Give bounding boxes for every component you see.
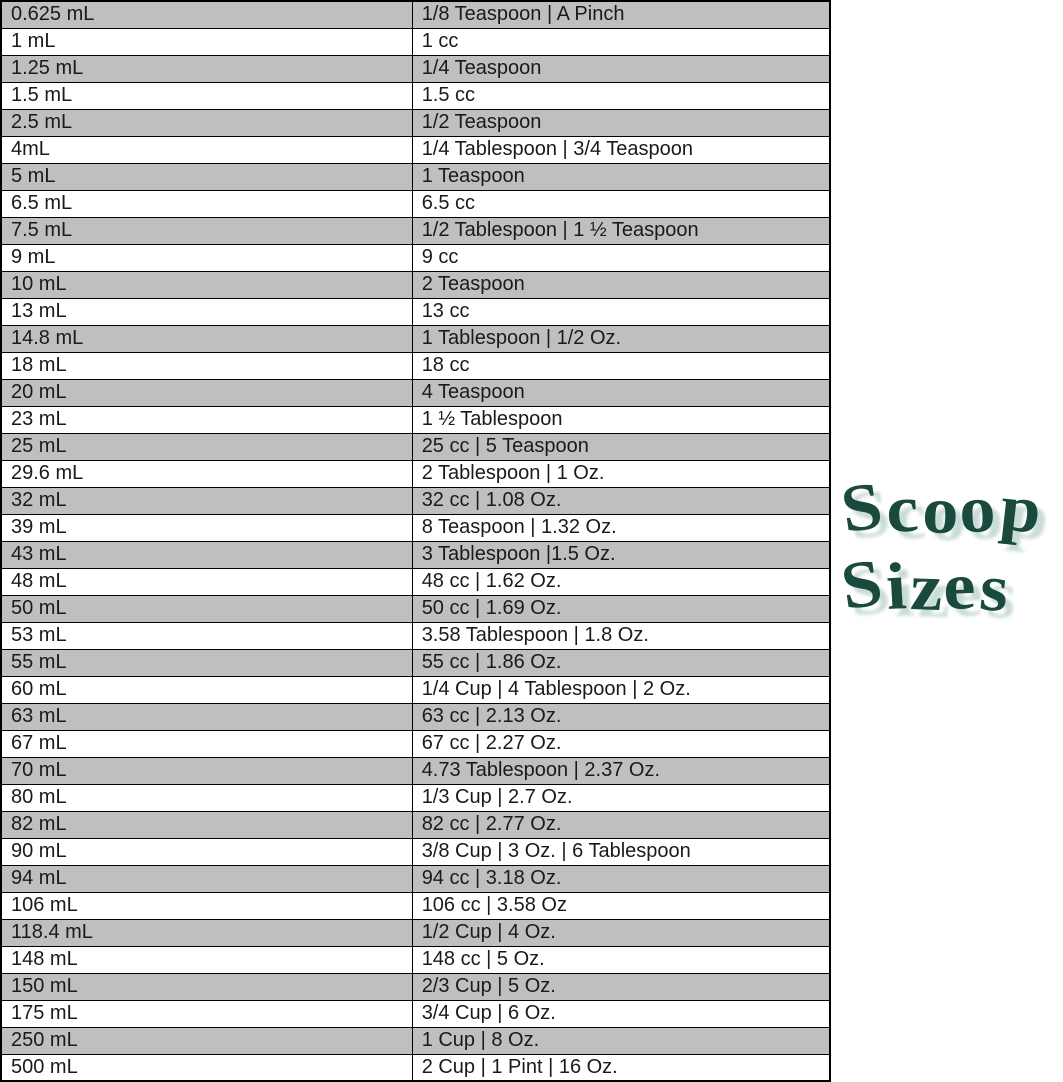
svg-text:Sizes: Sizes xyxy=(843,545,1014,626)
svg-text:Scoop: Scoop xyxy=(843,468,1047,548)
